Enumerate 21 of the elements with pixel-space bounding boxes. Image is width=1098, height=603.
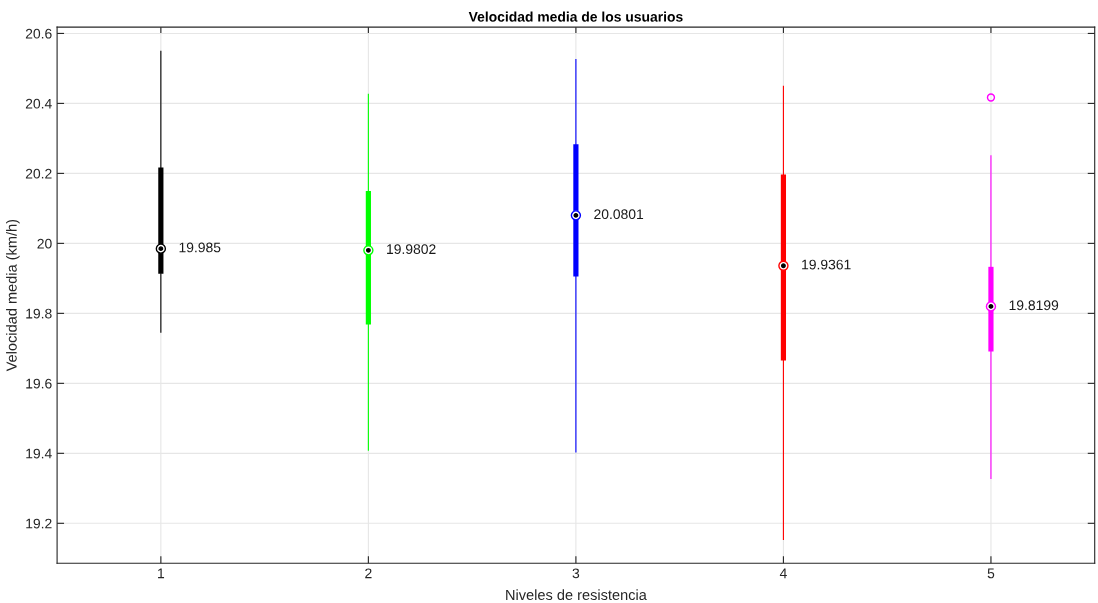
y-axis-title: Velocidad media (km/h) bbox=[6, 219, 20, 372]
x-tick-label: 1 bbox=[158, 568, 165, 579]
x-tick-label: 3 bbox=[572, 568, 580, 579]
annotation: 19.9802 bbox=[387, 244, 436, 255]
y-tick-label: 19.6 bbox=[26, 378, 52, 389]
x-tick-label: 5 bbox=[987, 568, 995, 579]
y-tick-label: 19.2 bbox=[26, 518, 52, 529]
y-tick-label: 19.4 bbox=[26, 448, 52, 459]
y-tick-label: 20.2 bbox=[25, 168, 52, 179]
y-tick-label: 20 bbox=[37, 238, 52, 249]
annotation: 19.985 bbox=[179, 242, 221, 253]
chart-title: Velocidad media de los usuarios bbox=[468, 11, 683, 22]
annotation: 19.9361 bbox=[802, 259, 851, 270]
x-tick-label: 2 bbox=[365, 568, 372, 579]
x-axis-title: Niveles de resistencia bbox=[506, 589, 647, 601]
annotation: 19.8199 bbox=[1009, 300, 1059, 311]
y-tick-label: 19.8 bbox=[26, 308, 52, 319]
y-tick-label: 20.4 bbox=[25, 98, 52, 109]
x-tick-label: 4 bbox=[779, 568, 787, 579]
y-tick-label: 20.6 bbox=[25, 28, 52, 39]
annotation: 20.0801 bbox=[594, 209, 644, 220]
